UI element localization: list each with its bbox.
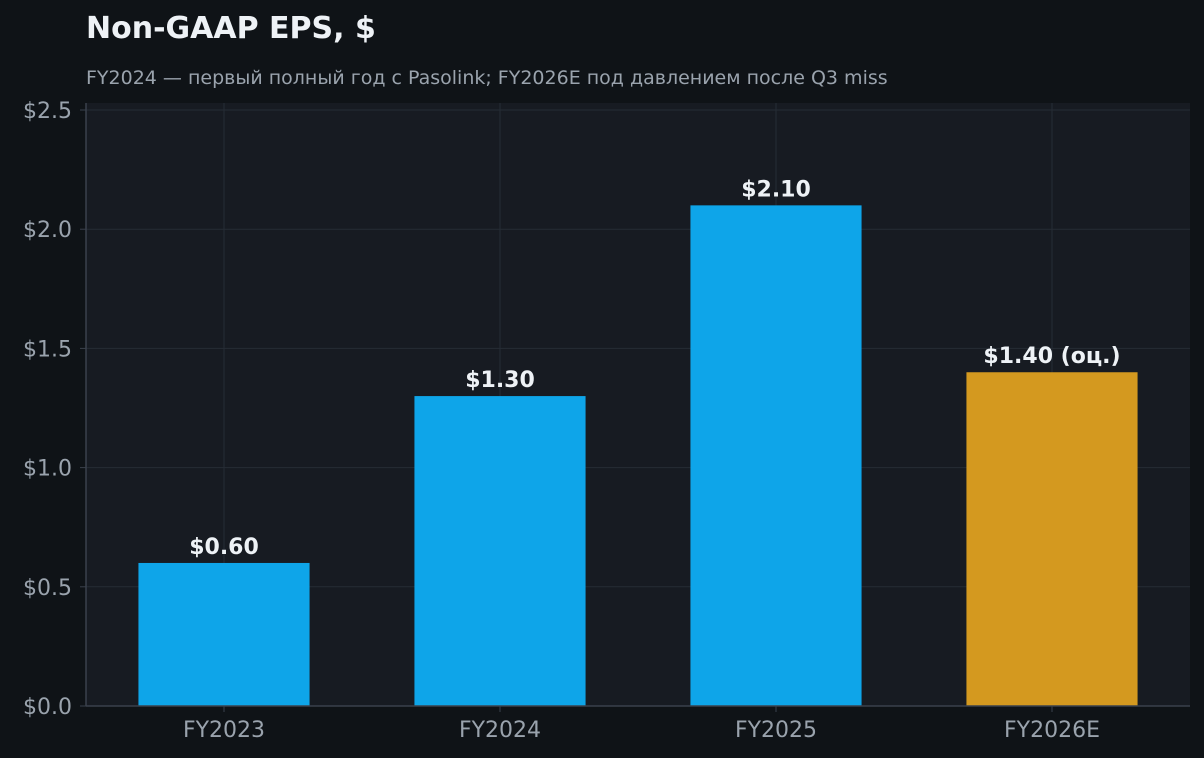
y-tick-label: $1.5 — [23, 337, 72, 362]
x-tick-label: FY2024 — [459, 718, 541, 743]
bar-fy2026e — [966, 372, 1138, 706]
y-tick-label: $2.0 — [23, 218, 72, 243]
x-tick-label: FY2023 — [183, 718, 265, 743]
chart-title: Non-GAAP EPS, $ — [86, 11, 376, 46]
bar-fy2024 — [414, 396, 586, 706]
y-tick-label: $0.5 — [23, 576, 72, 601]
bar-value-label: $2.10 — [741, 177, 811, 202]
y-tick-label: $2.5 — [23, 99, 72, 124]
bar-value-label: $0.60 — [189, 535, 259, 560]
chart-subtitle: FY2024 — первый полный год с Pasolink; F… — [86, 67, 888, 89]
bar-value-label: $1.40 (оц.) — [983, 344, 1120, 369]
bar-fy2025 — [690, 205, 862, 707]
y-tick-label: $1.0 — [23, 457, 72, 482]
bar-value-label: $1.30 — [465, 368, 535, 393]
axes — [80, 103, 1190, 712]
x-tick-label: FY2025 — [735, 718, 817, 743]
bars — [138, 205, 1138, 707]
bar-fy2023 — [138, 562, 310, 706]
x-tick-label: FY2026E — [1004, 718, 1100, 743]
y-tick-label: $0.0 — [23, 695, 72, 720]
labels: $0.60 $1.30 $2.10 $1.40 (оц.) $0.0 $0.5 $1.0 $1… — [23, 99, 1121, 743]
